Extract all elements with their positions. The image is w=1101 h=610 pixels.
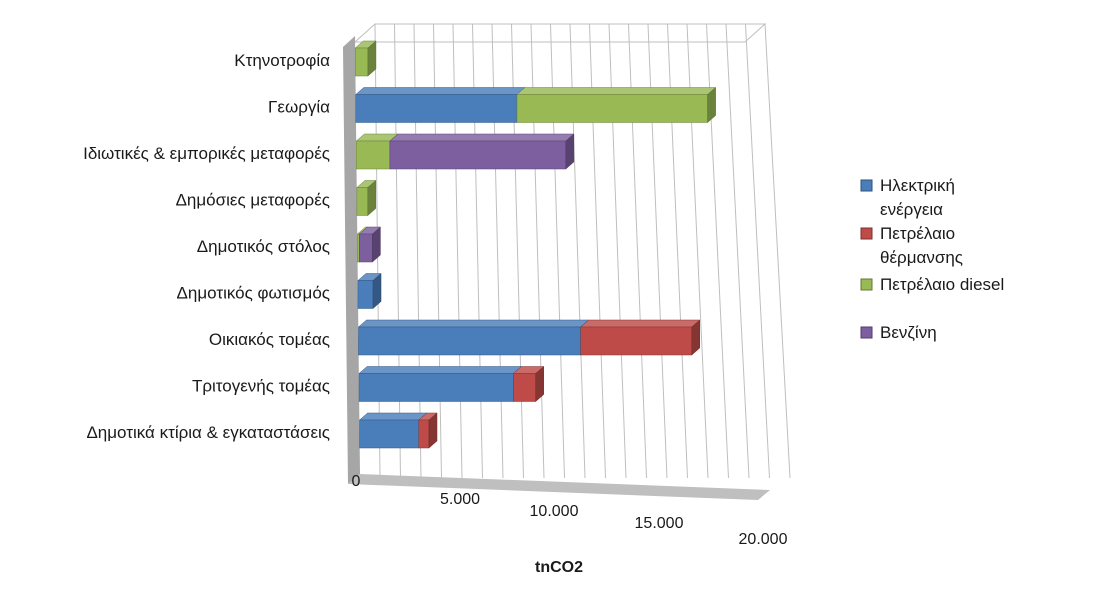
- legend: ΗλεκτρικήενέργειαΠετρέλαιοθέρμανσηςΠετρέ…: [860, 176, 1004, 342]
- x-tick-label: 5.000: [440, 491, 480, 508]
- x-tick-label: 0: [352, 473, 361, 490]
- bar-segment: [389, 133, 575, 170]
- bar-segment: [357, 319, 590, 356]
- floor: [348, 474, 770, 500]
- legend-item: Πετρέλαιο θέρμανσης: [860, 224, 963, 267]
- legend-swatch: [860, 179, 873, 192]
- legend-swatch: [860, 227, 873, 240]
- bar-segment: [356, 179, 377, 217]
- category-label: Δημόσιες μεταφορές: [176, 191, 330, 210]
- category-label: Δημοτικός φωτισμός: [177, 284, 330, 303]
- chart-walls: [343, 23, 770, 500]
- bar-segment: [512, 365, 545, 403]
- x-tick-label: 10.000: [530, 503, 579, 520]
- legend-label: ενέργεια: [880, 200, 943, 219]
- gridline: [764, 23, 791, 479]
- legend-label: Ηλεκτρική: [880, 176, 955, 195]
- legend-swatch: [860, 326, 873, 339]
- bar-segment: [580, 319, 701, 356]
- category-label: Γεωργία: [268, 98, 330, 117]
- category-label: Τριτογενής τομέας: [192, 377, 330, 396]
- category-labels: Κτηνοτροφία Γεωργία Ιδιωτικές & εμπορικές …: [83, 51, 330, 442]
- legend-label: Πετρέλαιο diesel: [880, 275, 1004, 294]
- bars: [354, 40, 717, 449]
- x-tick-labels: 0 5.000 10.000 15.000 20.000: [352, 473, 788, 548]
- legend-label: Βενζίνη: [880, 323, 937, 342]
- bar-segment: [358, 226, 382, 263]
- category-label: Ιδιωτικές & εμπορικές μεταφορές: [83, 144, 330, 163]
- bar-segment: [354, 40, 377, 77]
- x-tick-label: 20.000: [739, 531, 788, 548]
- gridline: [745, 23, 770, 479]
- legend-item: Πετρέλαιο diesel: [860, 275, 1004, 294]
- bar-segment: [418, 412, 438, 449]
- bar-segment: [357, 272, 382, 310]
- category-label: Δημοτικός στόλος: [197, 237, 330, 256]
- gridline: [725, 23, 750, 479]
- back-wall-top: [353, 23, 767, 43]
- legend-item: Βενζίνη: [860, 323, 937, 342]
- legend-item: Ηλεκτρική ενέργεια: [860, 176, 955, 219]
- legend-label: θέρμανσης: [880, 248, 963, 267]
- bar-segment: [516, 86, 717, 124]
- category-label: Κτηνοτροφία: [234, 51, 330, 70]
- legend-label: Πετρέλαιο: [880, 224, 955, 243]
- bar-segment: [355, 86, 526, 124]
- legend-swatch: [860, 278, 873, 291]
- bar-segment: [358, 412, 428, 449]
- category-label: Οικιακός τομέας: [209, 330, 330, 349]
- side-wall: [343, 36, 360, 484]
- category-label: Δημοτικά κτίρια & εγκαταστάσεις: [86, 423, 330, 442]
- x-axis-title: tnCO2: [535, 559, 583, 576]
- bar-segment: [358, 365, 523, 403]
- x-tick-label: 15.000: [635, 515, 684, 532]
